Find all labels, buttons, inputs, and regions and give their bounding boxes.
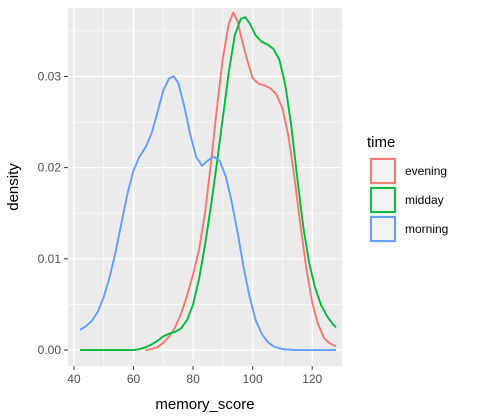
x-tick-label: 100 [243, 372, 263, 386]
x-tick-label: 80 [186, 372, 200, 386]
y-tick-label: 0.03 [38, 69, 62, 83]
legend-label-evening: evening [405, 164, 447, 178]
x-axis-title: memory_score [155, 396, 254, 413]
legend-label-midday: midday [405, 193, 444, 207]
panel-background [68, 8, 342, 366]
y-tick-label: 0.00 [38, 343, 62, 357]
legend-label-morning: morning [405, 222, 448, 236]
density-curves [79, 11, 337, 351]
density-curve-morning [79, 75, 337, 351]
legend: time evening midday morning [367, 134, 448, 243]
x-tick-label: 40 [67, 372, 81, 386]
x-tick-label: 60 [127, 372, 141, 386]
axes: 40 60 80 100 120 0.00 0.01 0.02 0.03 [38, 69, 323, 386]
legend-title: time [367, 134, 395, 151]
density-curve-evening [145, 11, 337, 351]
legend-key-midday [370, 187, 396, 213]
y-tick-label: 0.01 [38, 252, 62, 266]
density-curve-midday [79, 16, 337, 351]
y-axis-title: density [5, 163, 22, 211]
legend-key-morning [370, 216, 396, 242]
y-tick-label: 0.02 [38, 161, 62, 175]
legend-key-evening [370, 158, 396, 184]
x-tick-label: 120 [302, 372, 322, 386]
